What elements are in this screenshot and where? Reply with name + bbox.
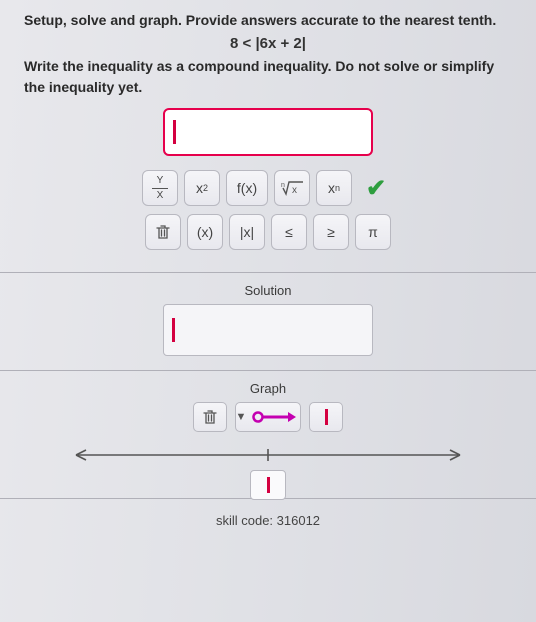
nth-root-button[interactable]: n x [274,170,310,206]
exp-base: x [196,180,203,196]
nth-root-icon: n x [280,180,304,196]
solution-section: Solution [0,273,536,371]
fraction-button[interactable]: Y X [142,170,178,206]
ge-button[interactable]: ≥ [313,214,349,250]
skill-code-value: 316012 [277,513,320,528]
svg-text:x: x [292,185,297,196]
trash-button[interactable] [145,214,181,250]
number-line[interactable] [24,438,512,484]
skill-code: skill code: 316012 [0,499,536,542]
exp-power: 2 [203,183,208,193]
graph-title: Graph [24,381,512,396]
paren-label: (x) [197,224,213,240]
fx-label: f(x) [237,180,257,196]
open-ray-icon [252,410,300,424]
question-section: Setup, solve and graph. Provide answers … [0,0,536,273]
abs-label: |x| [240,224,254,240]
graph-point-button[interactable] [309,402,343,432]
fraction-x: X [157,191,164,201]
graph-trash-button[interactable] [193,402,227,432]
question-equation: 8 < |6x + 2| [24,35,512,52]
pi-button[interactable]: π [355,214,391,250]
exponent-button[interactable]: x2 [184,170,220,206]
skill-prefix: skill code: [216,513,277,528]
absolute-value-button[interactable]: |x| [229,214,265,250]
fraction-y: Y [157,176,164,186]
dropdown-caret: ▼ [236,411,247,423]
cursor-icon [173,120,176,144]
solution-title: Solution [24,283,512,298]
solution-input[interactable] [163,304,373,356]
answer-box-wrap [24,108,512,156]
fraction-bar-icon [152,188,168,189]
trash-icon [154,223,172,241]
math-toolbar-row1: Y X x2 f(x) n x xn ✔ [24,170,512,206]
compound-inequality-input[interactable] [163,108,373,156]
function-button[interactable]: f(x) [226,170,268,206]
sub-base: x [328,180,335,196]
graph-section: Graph ▼ [0,371,536,499]
sub-n: n [335,183,340,193]
question-line2: Write the inequality as a compound inequ… [24,56,512,98]
question-line1: Setup, solve and graph. Provide answers … [24,10,512,31]
pi-label: π [368,224,378,240]
graph-interval-dropdown[interactable]: ▼ [235,402,302,432]
subscript-button[interactable]: xn [316,170,352,206]
trash-icon [201,408,219,426]
cursor-icon [172,318,175,342]
point-cursor-icon [325,409,328,425]
parentheses-button[interactable]: (x) [187,214,223,250]
math-toolbar-row2: (x) |x| ≤ ≥ π [24,214,512,250]
submit-check-button[interactable]: ✔ [358,170,394,206]
graph-toolbar: ▼ [24,402,512,432]
le-label: ≤ [285,224,293,240]
le-button[interactable]: ≤ [271,214,307,250]
svg-text:n: n [281,182,285,189]
number-line-value-input[interactable] [250,470,286,500]
check-icon: ✔ [366,174,386,203]
ge-label: ≥ [327,224,335,240]
cursor-icon [267,477,270,493]
